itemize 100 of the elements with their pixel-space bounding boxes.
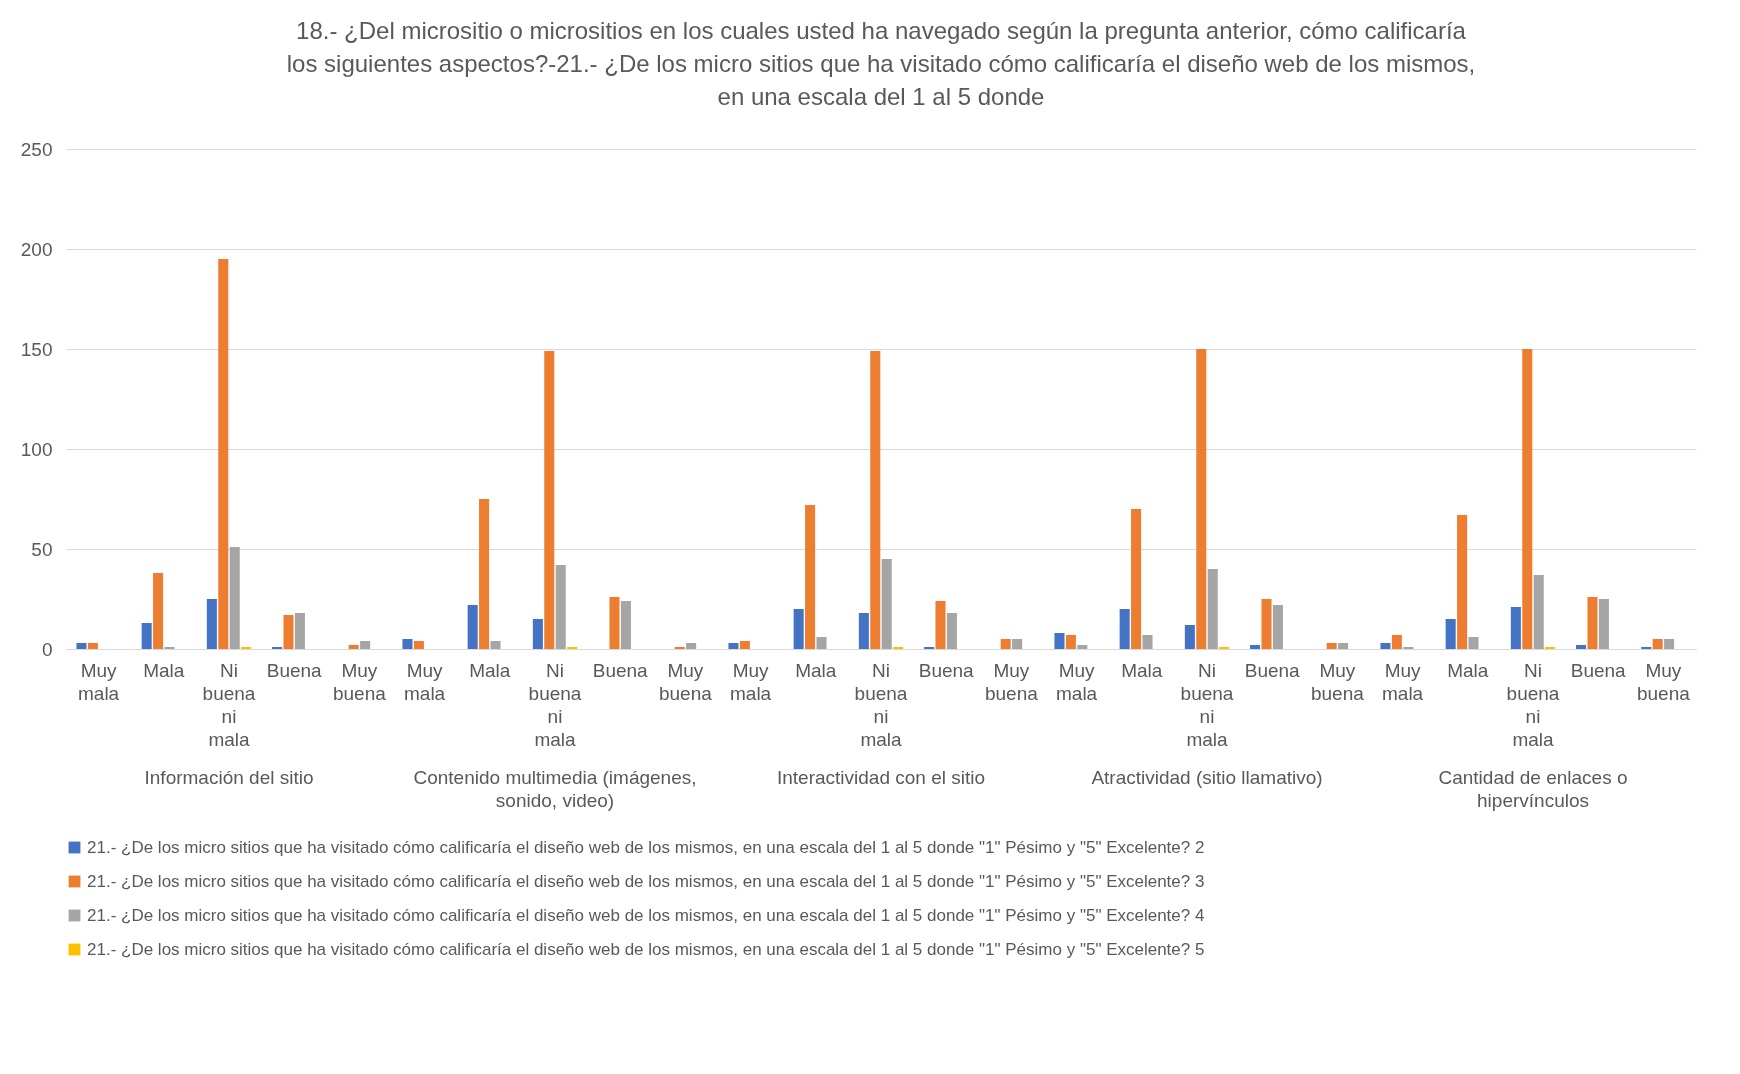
bar	[283, 615, 294, 649]
bar	[728, 643, 739, 649]
bar	[1533, 575, 1544, 649]
x-tick-label: Buena	[266, 659, 323, 681]
bar	[1207, 569, 1218, 649]
bar	[1598, 599, 1609, 649]
x-tick-label: Muy mala	[1056, 659, 1098, 704]
text: Cantidad de enlaces o hipervínculos	[1438, 767, 1628, 811]
x-tick-label: Muy buena	[1636, 659, 1691, 704]
bar	[1457, 515, 1468, 649]
x-tick-label: Ni buena ni mala	[1506, 659, 1560, 750]
bar	[1250, 645, 1261, 649]
bar	[793, 609, 804, 649]
text: Información del sitio	[144, 767, 314, 788]
x-tick-label: Buena	[918, 659, 975, 681]
bar	[609, 597, 620, 649]
y-tick-label: 0	[41, 638, 53, 660]
bar	[229, 547, 240, 649]
bar	[1261, 599, 1272, 649]
bar	[467, 605, 478, 649]
bar	[1652, 639, 1663, 649]
bar	[490, 641, 501, 649]
bar	[1131, 509, 1142, 649]
bar	[1054, 633, 1065, 649]
y-tick-label: 50	[31, 538, 53, 560]
bar	[686, 643, 697, 649]
bar	[413, 641, 424, 649]
x-tick-label: Muy buena	[332, 659, 387, 704]
bar	[1119, 609, 1130, 649]
legend-label: 21.- ¿De los micro sitios que ha visitado cómo calificaría el diseño web de los mismos, en una escala del 1 al 5 donde "1" Pésimo y "5" Excelente? 5	[87, 939, 1205, 959]
legend-label: 21.- ¿De los micro sitios que ha visitado cómo calificaría el diseño web de los mismos, en una escala del 1 al 5 donde "1" Pésimo y "5" Excelente? 2	[87, 837, 1205, 857]
x-tick-label: Mala	[469, 659, 511, 681]
x-tick-label: Mala	[1121, 659, 1163, 681]
text: Contenido multimedia (imágenes, sonido, video)	[413, 767, 697, 811]
x-tick-label: Muy buena	[1310, 659, 1365, 704]
bar	[555, 565, 566, 649]
x-tick-label: Buena	[1570, 659, 1627, 681]
bar	[1576, 645, 1587, 649]
x-tick-label: Muy buena	[658, 659, 713, 704]
bar	[1468, 637, 1479, 649]
bar	[881, 559, 892, 649]
bar	[76, 643, 87, 649]
text: Interactividad con el sitio	[776, 767, 986, 788]
x-tick-label: Buena	[592, 659, 649, 681]
y-tick-label: 200	[20, 238, 53, 260]
bar	[360, 641, 371, 649]
bar	[858, 613, 869, 649]
bar	[870, 351, 881, 649]
bar	[1522, 349, 1533, 649]
bar	[348, 645, 359, 649]
chart-title: 18.- ¿Del micrositio o micrositios en los cuales usted ha navegado según la pregunta anterior, cómo calificaría los siguientes aspectos?-21.- ¿De los micro sitios que ha visitado cómo calificaría el diseño web de los mismos, en una escala del 1 al 5 donde	[286, 17, 1476, 110]
bar	[141, 623, 152, 649]
bar	[532, 619, 543, 649]
x-tick-label: Ni buena ni mala	[1180, 659, 1234, 750]
x-tick-label: Ni buena ni mala	[202, 659, 256, 750]
legend-label: 21.- ¿De los micro sitios que ha visitado cómo calificaría el diseño web de los mismos, en una escala del 1 al 5 donde "1" Pésimo y "5" Excelente? 3	[87, 871, 1205, 891]
bar	[544, 351, 555, 649]
bar	[1000, 639, 1011, 649]
bar	[620, 601, 631, 649]
x-tick-label: Ni buena ni mala	[854, 659, 908, 750]
bar	[153, 573, 164, 649]
x-tick-label: Ni buena ni mala	[528, 659, 582, 750]
y-tick-label: 250	[20, 138, 53, 160]
bar	[402, 639, 413, 649]
bar	[218, 259, 229, 649]
text: Atractividad (sitio llamativo)	[1091, 767, 1323, 788]
x-tick-label: Mala	[795, 659, 837, 681]
bar	[1338, 643, 1349, 649]
bar	[206, 599, 217, 649]
bar	[1065, 635, 1076, 649]
x-tick-label: Muy buena	[984, 659, 1039, 704]
x-tick-label: Muy mala	[404, 659, 446, 704]
bar	[739, 641, 750, 649]
bar	[1326, 643, 1337, 649]
bar	[1664, 639, 1675, 649]
x-tick-label: Muy mala	[78, 659, 120, 704]
bar	[805, 505, 816, 649]
bar	[1184, 625, 1195, 649]
bar	[816, 637, 827, 649]
bar	[1012, 639, 1023, 649]
bar	[1445, 619, 1456, 649]
bar	[1587, 597, 1598, 649]
y-tick-label: 100	[20, 438, 53, 460]
bar	[1196, 349, 1207, 649]
bar	[87, 643, 98, 649]
x-tick-label: Mala	[1447, 659, 1489, 681]
bar	[479, 499, 490, 649]
x-tick-label: Buena	[1244, 659, 1301, 681]
x-tick-label: Muy mala	[1382, 659, 1424, 704]
y-tick-label: 150	[20, 338, 53, 360]
bar	[1272, 605, 1283, 649]
bar	[1510, 607, 1521, 649]
x-tick-label: Mala	[143, 659, 185, 681]
bar	[946, 613, 957, 649]
bar	[1391, 635, 1402, 649]
bar	[294, 613, 305, 649]
bar	[1380, 643, 1391, 649]
bar	[1077, 645, 1088, 649]
bar	[935, 601, 946, 649]
legend-label: 21.- ¿De los micro sitios que ha visitado cómo calificaría el diseño web de los mismos, en una escala del 1 al 5 donde "1" Pésimo y "5" Excelente? 4	[87, 905, 1205, 925]
